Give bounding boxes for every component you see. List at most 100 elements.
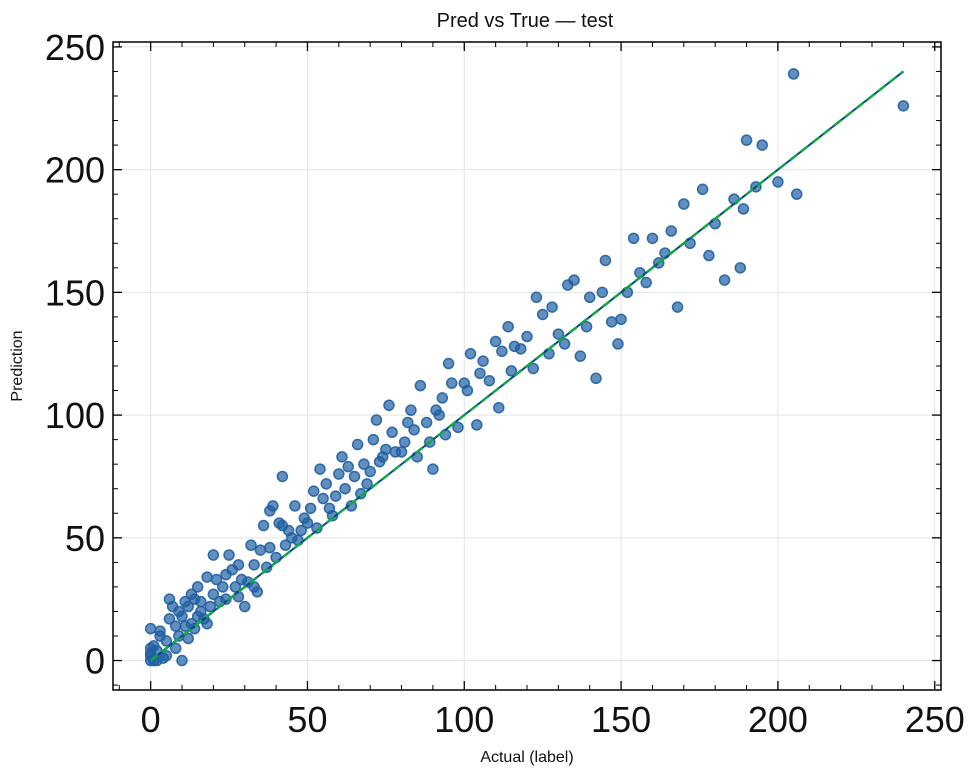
data-point xyxy=(295,524,307,537)
data-point xyxy=(260,561,273,574)
data-point xyxy=(580,320,593,333)
x-tick-label: 150 xyxy=(591,699,651,740)
data-point xyxy=(176,610,188,623)
y-tick-label: 250 xyxy=(45,27,105,68)
data-point xyxy=(182,600,195,613)
data-point xyxy=(665,225,678,237)
data-point xyxy=(245,539,257,551)
data-point xyxy=(897,100,910,112)
data-point xyxy=(232,559,245,571)
data-point xyxy=(546,301,558,313)
data-point xyxy=(671,301,684,313)
data-point xyxy=(314,463,326,475)
y-tick-label: 100 xyxy=(45,395,105,436)
data-point xyxy=(176,654,188,667)
data-point xyxy=(489,335,502,348)
plot-area: 0 50 100 150 200 250 0 50 100 150 200 250 xyxy=(45,27,965,740)
data-point xyxy=(405,404,417,416)
data-point xyxy=(351,438,364,451)
data-point xyxy=(558,338,571,350)
data-point xyxy=(395,446,408,458)
data-point xyxy=(414,379,427,392)
y-tick-label: 150 xyxy=(45,272,105,313)
data-point xyxy=(398,436,411,448)
data-point xyxy=(640,276,652,289)
data-point xyxy=(433,409,445,421)
data-point xyxy=(329,490,342,502)
x-tick-label: 0 xyxy=(141,699,161,740)
data-point xyxy=(154,625,166,637)
data-point xyxy=(361,478,373,490)
data-point xyxy=(756,139,768,151)
data-point xyxy=(364,465,376,478)
data-point xyxy=(195,595,207,608)
x-tick-label: 200 xyxy=(748,699,808,740)
data-point xyxy=(464,347,477,360)
data-point xyxy=(370,414,383,426)
x-tick-label: 250 xyxy=(905,699,965,740)
data-point xyxy=(251,586,264,598)
data-point xyxy=(627,232,640,245)
data-point xyxy=(336,451,348,463)
data-point xyxy=(386,426,398,439)
x-axis-label: Actual (label) xyxy=(480,749,573,766)
data-point xyxy=(169,620,182,632)
data-point xyxy=(304,502,317,515)
data-point xyxy=(442,357,455,370)
data-point xyxy=(201,617,213,630)
data-point xyxy=(333,468,345,480)
data-point xyxy=(163,613,176,625)
data-point xyxy=(740,134,753,146)
y-tick-label: 0 xyxy=(85,641,105,682)
data-point xyxy=(477,355,489,367)
data-point xyxy=(530,291,543,304)
y-tick-label: 200 xyxy=(45,150,105,191)
data-point xyxy=(615,313,627,326)
data-point xyxy=(169,642,182,655)
data-point xyxy=(474,367,486,380)
y-axis-label: Prediction xyxy=(9,330,26,401)
data-point xyxy=(267,500,279,512)
data-point xyxy=(320,478,333,490)
x-tick-label: 100 xyxy=(434,699,494,740)
data-point xyxy=(527,362,540,375)
chart-title: Pred vs True — test xyxy=(437,10,614,32)
data-point xyxy=(590,372,602,385)
data-point xyxy=(505,365,518,377)
data-point xyxy=(254,544,267,556)
data-point xyxy=(659,247,671,259)
data-point xyxy=(420,416,433,429)
data-point xyxy=(232,590,245,603)
data-point xyxy=(772,176,784,188)
data-point xyxy=(217,581,229,593)
data-point xyxy=(646,232,659,245)
data-point xyxy=(342,460,354,473)
data-point xyxy=(790,188,803,200)
data-point xyxy=(383,399,395,412)
data-point xyxy=(301,517,314,529)
data-point xyxy=(223,549,235,561)
data-point xyxy=(583,291,596,304)
data-point xyxy=(452,421,464,434)
data-point xyxy=(257,519,270,532)
data-point xyxy=(436,392,449,404)
data-point xyxy=(402,416,414,429)
data-point xyxy=(144,622,157,635)
data-point xyxy=(191,581,204,593)
data-point xyxy=(345,500,358,512)
data-point xyxy=(160,649,173,662)
data-point xyxy=(605,316,618,328)
data-point xyxy=(471,419,483,431)
y-tick-label: 50 xyxy=(65,518,105,559)
data-point xyxy=(737,203,750,215)
data-point xyxy=(568,274,580,286)
data-point xyxy=(182,632,195,645)
data-point xyxy=(207,588,220,601)
data-point xyxy=(734,262,747,274)
data-point xyxy=(612,338,624,350)
data-point xyxy=(684,237,696,250)
data-point xyxy=(264,541,276,554)
data-point xyxy=(339,482,351,495)
identity-line xyxy=(149,70,905,662)
